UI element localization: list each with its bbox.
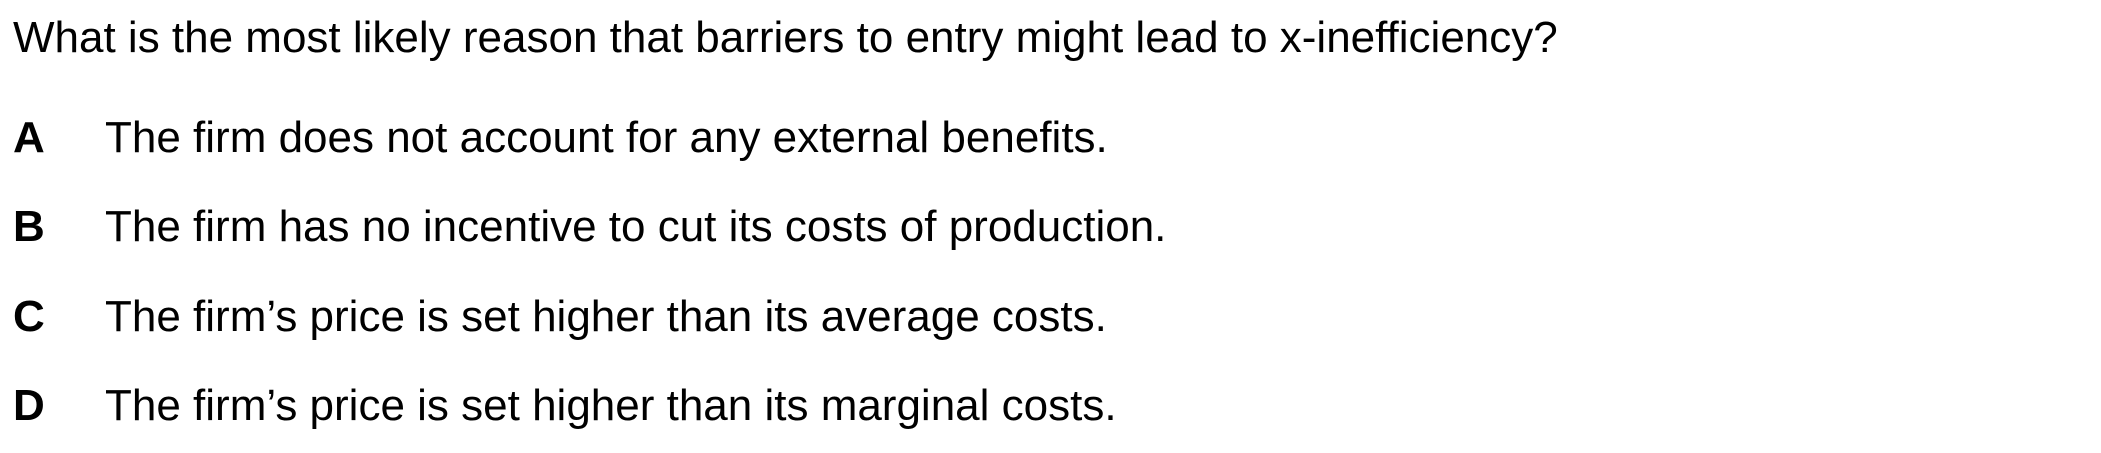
option-text: The firm’s price is set higher than its … [105, 381, 1117, 430]
option-letter: B [13, 202, 45, 251]
option-b[interactable]: B The firm has no incentive to cut its c… [13, 197, 2013, 257]
option-letter: C [13, 292, 45, 341]
question-text: What is the most likely reason that barr… [13, 13, 1558, 62]
option-letter: A [13, 113, 45, 162]
option-d[interactable]: D The firm’s price is set higher than it… [13, 376, 2013, 436]
option-c[interactable]: C The firm’s price is set higher than it… [13, 287, 2013, 347]
option-a[interactable]: A The firm does not account for any exte… [13, 108, 2013, 168]
option-text: The firm does not account for any extern… [105, 113, 1108, 162]
option-letter: D [13, 381, 45, 430]
option-text: The firm has no incentive to cut its cos… [105, 202, 1167, 251]
option-text: The firm’s price is set higher than its … [105, 292, 1107, 341]
